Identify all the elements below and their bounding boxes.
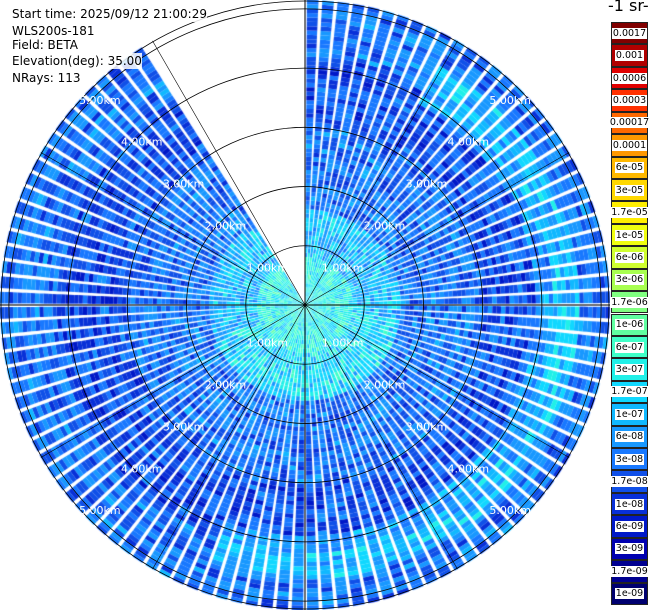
colorbar-label: 3e-09: [614, 543, 645, 555]
colorbar-cell: 3e-09: [611, 537, 648, 561]
colorbar-cell: 1.7e-09: [610, 560, 649, 583]
nrays-label: NRays: 113: [12, 70, 81, 86]
ring-label: 4.00km: [121, 136, 163, 149]
ring-label: 5.00km: [489, 94, 531, 107]
azimuth-spoke: [152, 304, 306, 570]
colorbar-label: 0.0006: [611, 72, 648, 84]
ring-label: 1.00km: [322, 337, 364, 350]
colorbar-label: 1.7e-08: [610, 476, 649, 488]
colorbar-cell: 6e-09: [611, 515, 648, 538]
colorbar-cell: 0.00017: [608, 111, 650, 135]
azimuth-spoke: [40, 152, 306, 306]
colorbar-label: 6e-08: [614, 431, 645, 443]
azimuth-spoke: [40, 304, 306, 458]
ring-label: 5.00km: [79, 94, 121, 107]
colorbar-label: 1.7e-09: [610, 565, 649, 577]
colorbar-cell: 6e-06: [611, 246, 648, 269]
colorbar-cell: 3e-05: [611, 178, 648, 202]
colorbar-cell: 1e-05: [611, 223, 648, 247]
colorbar-label: 0.0003: [611, 94, 648, 106]
ring-label: 1.00km: [247, 337, 289, 350]
field-label: Field: BETA: [12, 37, 78, 53]
colorbar-label: 1.7e-05: [610, 207, 649, 219]
colorbar-cell: 0.0006: [611, 66, 648, 90]
colorbar-cell: 1e-06: [611, 313, 648, 336]
colorbar-cell: 1e-08: [611, 492, 648, 516]
colorbar-label: 1e-05: [614, 229, 645, 241]
colorbar-cell: 1.7e-08: [610, 470, 649, 493]
colorbar-cell: 1e-07: [611, 403, 648, 426]
ring-label: 3.00km: [163, 178, 205, 191]
colorbar-cell: 0.001: [611, 44, 648, 67]
colorbar-cell: 0.0003: [611, 89, 648, 112]
ring-label: 2.00km: [364, 219, 406, 232]
colorbar-label: 1e-06: [614, 319, 645, 331]
ring-label: 2.00km: [364, 379, 406, 392]
ring-label: 4.00km: [447, 136, 489, 149]
colorbar-cell: 1.7e-05: [610, 201, 649, 224]
azimuth-spoke: [304, 152, 570, 306]
colorbar-label: 0.00017: [608, 117, 650, 129]
ring-label: 1.00km: [322, 261, 364, 274]
azimuth-spoke: [304, 40, 458, 306]
colorbar-label: 1e-07: [614, 408, 645, 420]
colorbar-label: 3e-05: [614, 184, 645, 196]
ring-label: 4.00km: [447, 462, 489, 475]
colorbar-label: 1e-09: [614, 588, 645, 600]
colorbar-cell: 0.0001: [611, 134, 648, 157]
colorbar-cell: 0.0017: [611, 22, 648, 45]
colorbar-cell: 1e-09: [611, 582, 648, 605]
colorbar-cell: 3e-08: [611, 448, 648, 471]
ring-label: 4.00km: [121, 462, 163, 475]
colorbar-label: 3e-07: [614, 364, 645, 376]
ring-label: 3.00km: [163, 420, 205, 433]
ring-label: 3.00km: [406, 178, 448, 191]
start-time-label: Start time: 2025/09/12 21:00:29: [12, 6, 207, 22]
instrument-label: WLS200s-181: [12, 23, 95, 39]
colorbar-label: 1.7e-06: [610, 296, 649, 308]
elevation-label: Elevation(deg): 35.00: [12, 53, 142, 69]
ring-labels: 1.00km 1.00km 1.00km 1.00km 2.00km 2.00km 2.00…: [79, 94, 531, 517]
colorbar-label: 6e-06: [614, 251, 645, 263]
ring-label: 5.00km: [79, 504, 121, 517]
colorbar-label: 6e-05: [614, 162, 645, 174]
azimuth-spoke: [304, 304, 458, 570]
ring-label: 1.00km: [247, 261, 289, 274]
ring-label: 2.00km: [205, 219, 247, 232]
colorbar-cell: 1.7e-07: [610, 380, 649, 404]
azimuth-spoke: [304, 304, 570, 458]
colorbar-label: 3e-06: [614, 274, 645, 286]
colorbar-cell: 3e-06: [611, 268, 648, 292]
colorbar-cell: 6e-07: [611, 335, 648, 359]
colorbar-label: 0.0017: [611, 27, 648, 39]
ring-label: 5.00km: [489, 504, 531, 517]
colorbar-label: 6e-07: [614, 341, 645, 353]
colorbar-title: -1 sr-: [608, 0, 649, 15]
colorbar-label: 0.001: [614, 50, 645, 62]
colorbar-label: 0.0001: [611, 139, 648, 151]
colorbar-cell: 6e-08: [611, 425, 648, 449]
azimuth-spokes: [0, 0, 610, 610]
colorbar-cell: 6e-05: [611, 156, 648, 179]
colorbar-label: 6e-09: [614, 521, 645, 532]
colorbar-cell: 1.7e-06: [610, 291, 649, 314]
colorbar-label: 3e-08: [614, 453, 645, 465]
ring-label: 3.00km: [406, 420, 448, 433]
ring-label: 2.00km: [205, 379, 247, 392]
colorbar-cell: 3e-07: [611, 358, 648, 381]
colorbar-label: 1e-08: [614, 498, 645, 510]
azimuth-spoke: [152, 40, 306, 306]
colorbar-label: 1.7e-07: [610, 386, 649, 398]
